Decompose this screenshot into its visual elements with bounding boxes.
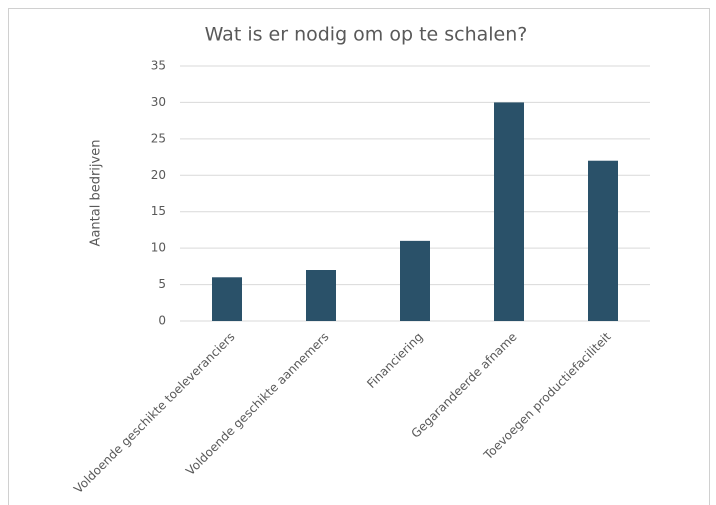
x-tick-label: Financiering [364,330,425,391]
bar [588,160,618,321]
bar [306,270,336,321]
y-tick-label: 25 [151,131,166,145]
x-tick-label: Voldoende geschikte toeleveranciers [71,330,237,496]
x-tick-label: Gegarandeerde afname [409,330,520,441]
y-axis-label: Aantal bedrijven [89,140,104,247]
y-tick-label: 35 [151,59,166,73]
chart-border [8,8,710,505]
y-tick-label: 30 [151,95,166,109]
y-tick-label: 10 [151,241,166,255]
y-tick-label: 20 [151,168,166,182]
y-tick-label: 0 [158,314,166,328]
bar [400,240,430,321]
bar [494,102,524,321]
y-tick-label: 5 [158,277,166,291]
chart-title: Wat is er nodig om op te schalen? [205,24,528,46]
y-tick-label: 15 [151,204,166,218]
bar [212,277,242,321]
